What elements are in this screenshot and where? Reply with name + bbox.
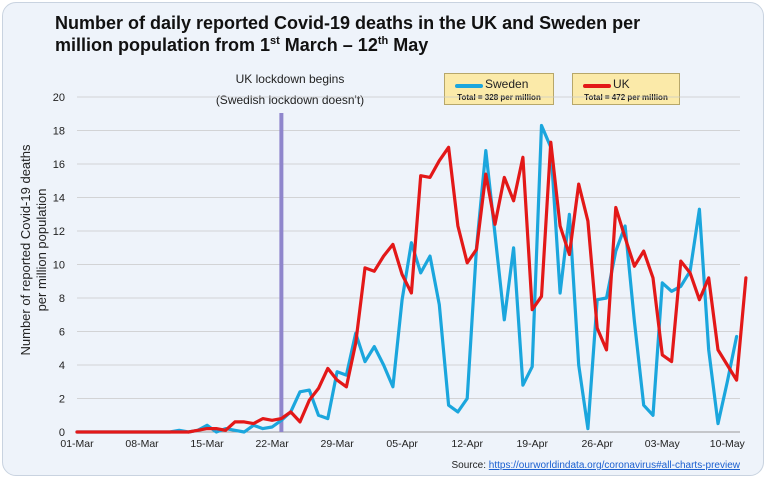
- y-tick-label: 8: [59, 293, 65, 305]
- legend-sweden: Sweden Total = 328 per million: [444, 73, 554, 105]
- title-line-2-start: million population from 1: [55, 35, 270, 55]
- series-line-sweden: [75, 123, 739, 434]
- source-link[interactable]: https://ourworldindata.org/coronavirus#a…: [488, 460, 740, 471]
- title-superscript-1: st: [270, 35, 280, 47]
- x-tick-label: 03-May: [645, 438, 681, 450]
- x-tick-label: 29-Mar: [320, 438, 354, 450]
- legend-uk-name: UK: [613, 77, 630, 91]
- y-tick-label: 0: [59, 427, 65, 439]
- x-tick-label: 10-May: [710, 438, 746, 450]
- y-tick-label: 18: [53, 126, 65, 138]
- series-line-uk: [75, 140, 748, 434]
- source-label: Source:: [451, 460, 489, 471]
- x-tick-label: 12-Apr: [451, 438, 483, 450]
- title-line-2-end: May: [388, 35, 429, 55]
- y-tick-label: 4: [59, 360, 65, 372]
- legend-uk: UK Total = 472 per million: [572, 73, 680, 105]
- title-line-1: Number of daily reported Covid-19 deaths…: [55, 13, 641, 33]
- x-tick-label: 05-Apr: [386, 438, 418, 450]
- x-tick-label: 19-Apr: [516, 438, 548, 450]
- y-tick-label: 10: [53, 260, 65, 272]
- title-superscript-2: th: [377, 35, 389, 47]
- y-tick-label: 12: [53, 226, 65, 238]
- y-tick-label: 6: [59, 327, 65, 339]
- legend-uk-line: [583, 84, 611, 88]
- y-tick-label: 2: [59, 394, 65, 406]
- x-tick-label: 01-Mar: [60, 438, 94, 450]
- x-tick-label: 22-Mar: [255, 438, 289, 450]
- lockdown-annotation-line-1: UK lockdown begins: [235, 72, 345, 86]
- x-tick-label: 08-Mar: [125, 438, 159, 450]
- y-tick-label: 20: [53, 92, 65, 104]
- legend-sweden-total: Total = 328 per million: [457, 93, 541, 102]
- legend-uk-total: Total = 472 per million: [584, 93, 668, 102]
- title-line-2-middle: March – 12: [279, 35, 378, 55]
- chart-title: Number of daily reported Covid-19 deaths…: [55, 12, 715, 56]
- y-tick-label: 14: [53, 193, 65, 205]
- source-note: Source: https://ourworldindata.org/coron…: [452, 460, 740, 471]
- x-tick-label: 26-Apr: [581, 438, 613, 450]
- y-tick-label: 16: [53, 159, 65, 171]
- lockdown-annotation-line-2: (Swedish lockdown doesn't): [215, 93, 365, 107]
- x-tick-label: 15-Mar: [190, 438, 224, 450]
- legend-sweden-line: [455, 84, 483, 88]
- legend-sweden-name: Sweden: [485, 77, 529, 91]
